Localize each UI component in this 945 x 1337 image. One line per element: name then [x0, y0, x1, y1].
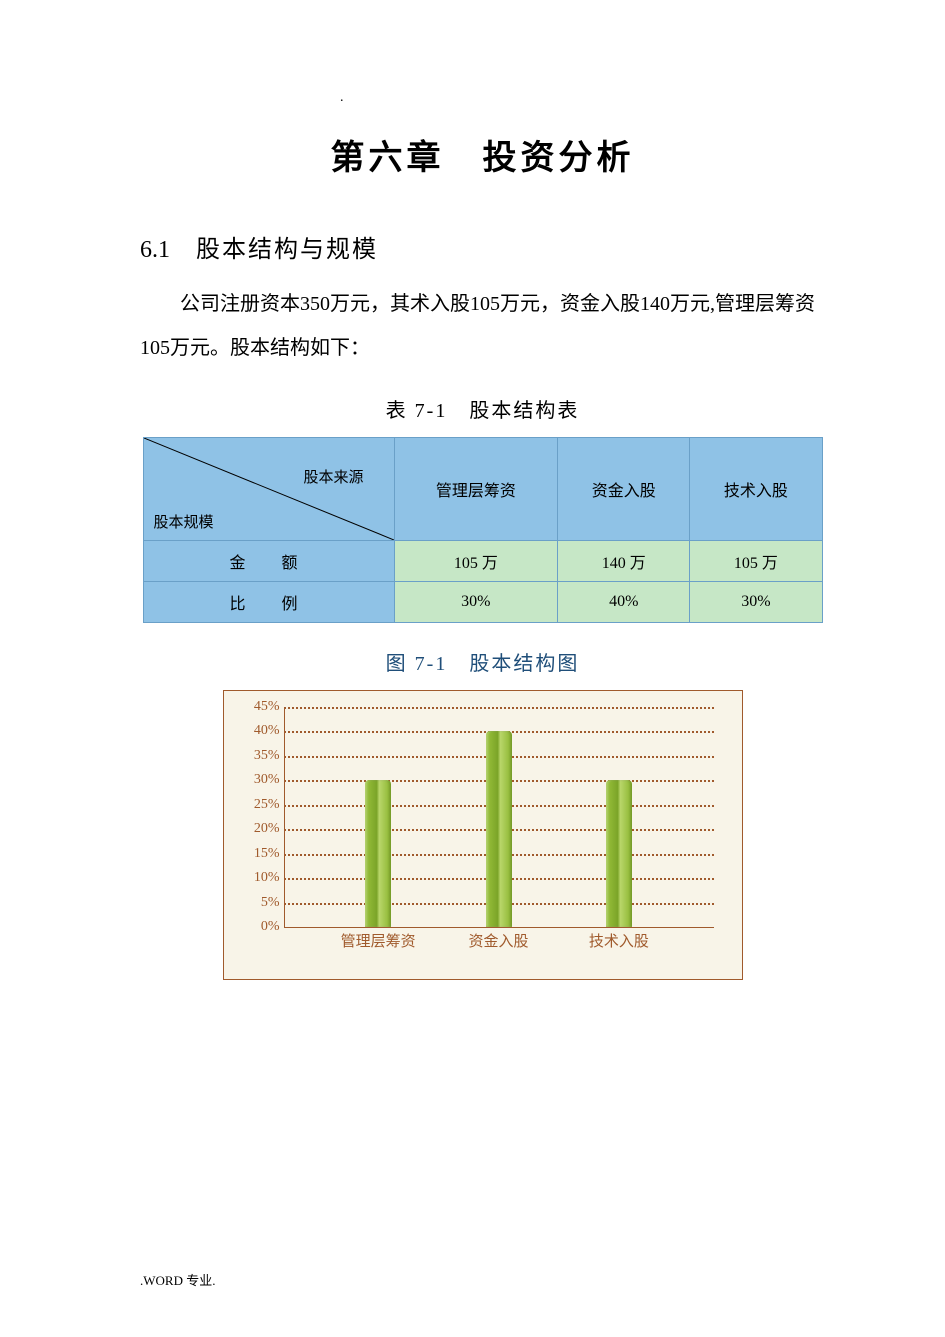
document-page: . 第六章 投资分析 6.1 股本结构与规模 公司注册资本350万元，其术入股1…	[0, 0, 945, 1337]
table-cell: 105 万	[394, 541, 558, 582]
chart-y-tick-label: 30%	[238, 772, 280, 788]
figure-caption: 图 7-1 股本结构图	[140, 647, 825, 676]
chapter-title: 第六章 投资分析	[140, 130, 825, 179]
table-caption: 表 7-1 股本结构表	[140, 394, 825, 423]
table-cell: 40%	[558, 582, 690, 623]
page-footer: .WORD 专业.	[140, 1270, 215, 1289]
section-heading: 6.1 股本结构与规模	[140, 229, 825, 264]
table-row-label: 金 额	[143, 541, 394, 582]
header-dot: .	[340, 90, 344, 106]
equity-bar-chart: 0%5%10%15%20%25%30%35%40%45% 管理层筹资资金入股技术…	[223, 690, 743, 980]
table-row: 比 例 30% 40% 30%	[143, 582, 822, 623]
table-cell: 105 万	[690, 541, 822, 582]
chart-y-axis-line	[284, 707, 285, 927]
chart-bar	[606, 780, 632, 927]
section-title-text: 股本结构与规模	[196, 237, 378, 263]
chart-y-tick-label: 25%	[238, 797, 280, 813]
chart-plot-area: 管理层筹资资金入股技术入股	[284, 707, 714, 927]
chart-y-tick-label: 40%	[238, 723, 280, 739]
table-col-header: 技术入股	[690, 438, 822, 541]
table-col-header: 管理层筹资	[394, 438, 558, 541]
chart-x-axis-line	[284, 927, 714, 928]
chart-bar	[365, 780, 391, 927]
section-number: 6.1	[140, 237, 170, 263]
chart-bar	[486, 731, 512, 927]
table-row: 金 额 105 万 140 万 105 万	[143, 541, 822, 582]
body-paragraph: 公司注册资本350万元，其术入股105万元，资金入股140万元,管理层筹资105…	[140, 282, 825, 370]
chart-y-tick-label: 45%	[238, 699, 280, 715]
equity-structure-table: 股本规模 股本来源 管理层筹资 资金入股 技术入股 金 额 105 万 140 …	[143, 437, 823, 623]
chart-gridline	[284, 707, 714, 709]
table-diagonal-header: 股本规模 股本来源	[143, 438, 394, 541]
chart-y-tick-label: 15%	[238, 846, 280, 862]
chart-x-tick-label: 资金入股	[468, 930, 528, 951]
diagonal-label-top-right: 股本来源	[303, 466, 363, 487]
chart-y-tick-label: 0%	[238, 919, 280, 935]
chart-y-axis-labels: 0%5%10%15%20%25%30%35%40%45%	[238, 707, 280, 927]
chart-y-tick-label: 20%	[238, 821, 280, 837]
table-cell: 140 万	[558, 541, 690, 582]
chart-y-tick-label: 35%	[238, 748, 280, 764]
chart-y-tick-label: 10%	[238, 870, 280, 886]
chart-x-tick-label: 技术入股	[589, 930, 649, 951]
chart-y-tick-label: 5%	[238, 895, 280, 911]
table-cell: 30%	[394, 582, 558, 623]
chart-x-tick-label: 管理层筹资	[341, 930, 416, 951]
table-row-label: 比 例	[143, 582, 394, 623]
diagonal-label-bottom-left: 股本规模	[154, 511, 214, 532]
table-header-row: 股本规模 股本来源 管理层筹资 资金入股 技术入股	[143, 438, 822, 541]
table-cell: 30%	[690, 582, 822, 623]
table-col-header: 资金入股	[558, 438, 690, 541]
